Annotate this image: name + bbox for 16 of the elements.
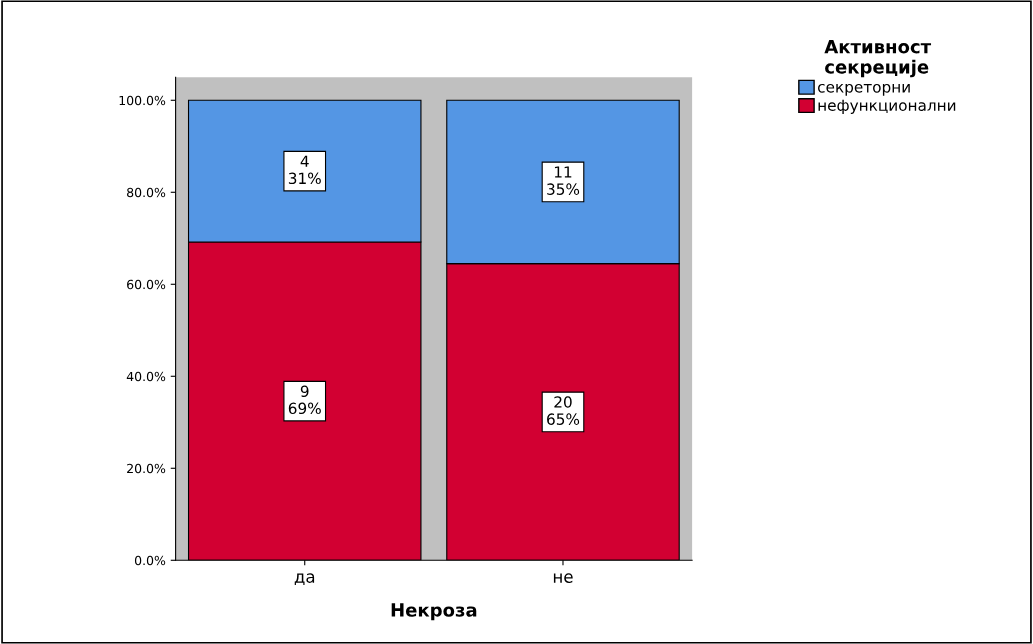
x-tick-label: да: [294, 573, 315, 585]
legend-label: секреторни: [818, 83, 910, 96]
x-axis-title: Некроза: [391, 603, 477, 621]
y-tick-label: 20.0%: [127, 463, 166, 474]
y-tick-label: 100.0%: [119, 95, 166, 106]
data-label: 20 65%: [547, 396, 580, 425]
y-tick-label: 40.0%: [126, 371, 166, 382]
legend-title: Активност секреције: [824, 40, 932, 78]
legend-label: нефункционални: [818, 99, 956, 114]
x-tick-label: не: [553, 573, 573, 583]
y-tick-label: 0.0%: [134, 555, 166, 566]
data-label: 9 69%: [288, 385, 321, 415]
data-label: 11 35%: [547, 166, 580, 195]
y-tick-label: 80.0%: [127, 187, 166, 198]
y-tick-label: 60.0%: [127, 279, 166, 290]
data-label: 4 31%: [288, 155, 321, 185]
